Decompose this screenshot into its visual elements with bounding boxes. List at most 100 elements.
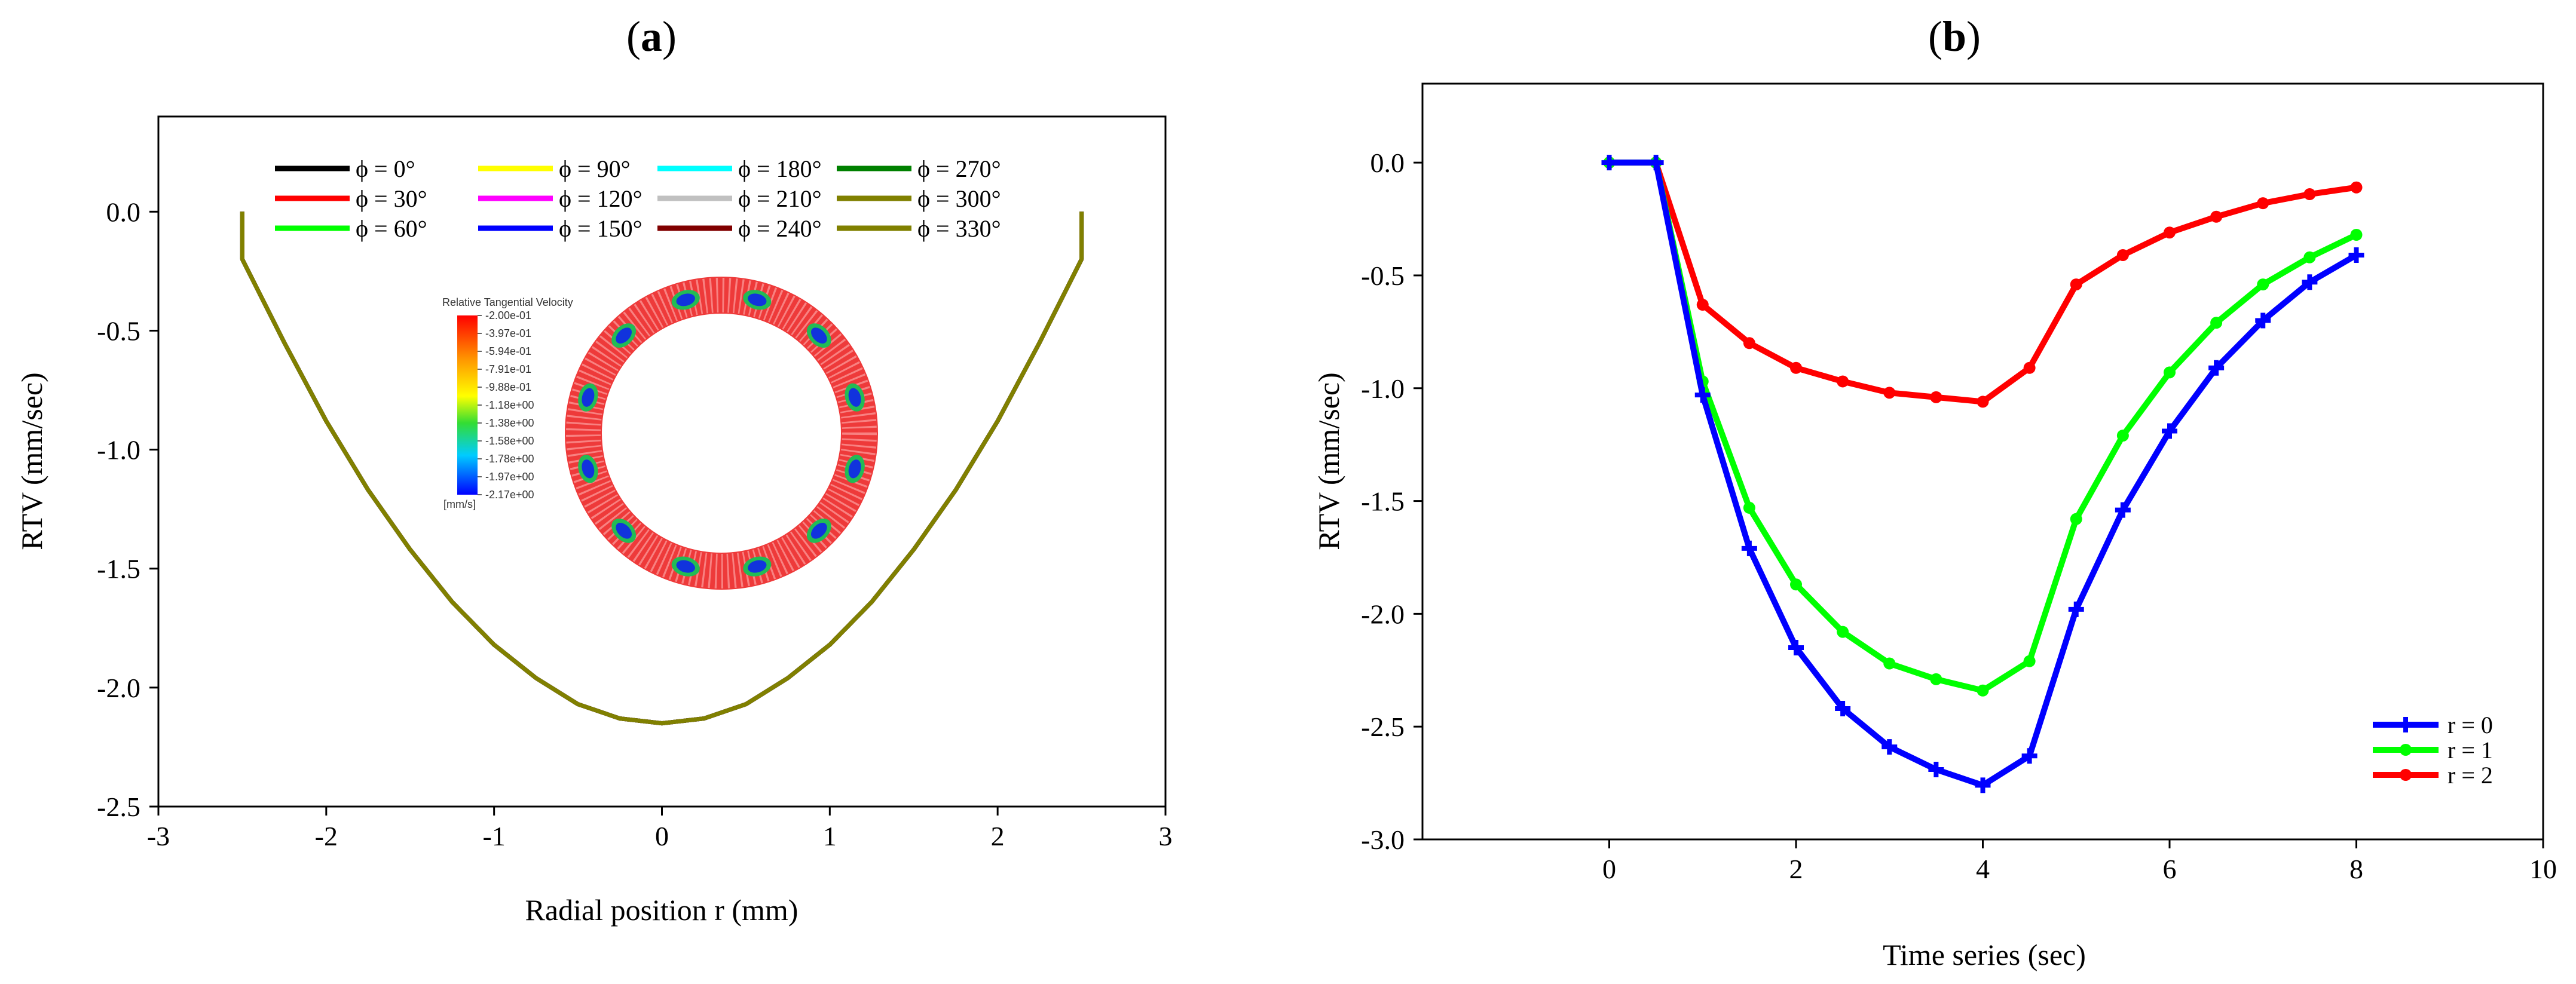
panel-b-point [1930,673,1942,685]
panel-b-point [2303,251,2316,263]
panel-b-point [1837,626,1849,638]
panel-b-point [2257,197,2269,210]
panel-b-point [2208,360,2225,376]
panel-b-series [1603,157,2363,697]
panel-b-point [2116,249,2129,261]
panel-b-point [2116,430,2129,442]
panel-a-series-line [240,211,1084,726]
panel-b-point [1741,540,1757,556]
panel-b-point [2023,655,2036,667]
panel-b-point [1835,700,1851,716]
panel-b-ytick-label: -2.5 [1361,712,1405,742]
panel-b-point [2350,229,2363,241]
panel-b-point [2210,317,2223,329]
ring-blob [616,523,632,539]
panel-b-point [2068,601,2084,617]
inset-title: Relative Tangential Velocity [442,296,573,308]
panel-a-xtick-label: 3 [1159,821,1173,851]
inset-contour-plot: Relative Tangential Velocity -2.00e-01 -3… [442,277,878,590]
panel-b-point [2257,278,2269,291]
ring-blob [848,459,861,479]
panel-a-legend-label: ϕ = 60° [356,215,427,242]
panel-b-point [2400,769,2412,781]
colorbar-tick-label: -1.97e+00 [485,471,534,483]
panel-b-point [2302,274,2318,290]
panel-b-xtick-label: 8 [2349,854,2363,884]
panel-a-legend-label: ϕ = 330° [917,215,1001,242]
panel-a-ytick-label: -1.5 [97,554,140,584]
panel-a-legend-label: ϕ = 210° [738,185,822,212]
panel-b-ytick-label: 0.0 [1370,148,1405,178]
panel-b-point [1694,387,1711,403]
colorbar-tick-label: -5.94e-01 [485,345,531,357]
panel-b-point [2162,423,2177,439]
panel-a-title: (a) [626,13,677,60]
ring-blob [582,459,595,479]
panel-b-chart: 0 2 4 6 8 10 0.0 -0.5 -1.0 -1.5 -2.0 -2.5 -3.0 Time … [1312,82,2557,971]
colorbar-tick-label: -1.58e+00 [485,435,534,447]
panel-b-point [1883,387,1896,399]
panel-a-legend-label: ϕ = 150° [559,215,643,242]
panel-b-legend-label: r = 0 [2447,712,2493,738]
panel-b-point [1881,739,1898,755]
panel-b-series-line [1609,160,2358,694]
panel-b-series-line [1609,160,2357,405]
panel-b-series [1601,155,2364,793]
panel-b-title: (b) [1928,13,1981,60]
ring-blob [748,560,767,573]
panel-b-ytick-label: -3.0 [1361,824,1405,855]
panel-a-legend-label: ϕ = 120° [559,185,643,212]
panel-b-xtick-label: 2 [1789,854,1803,884]
colorbar-tick-label: -9.88e-01 [485,381,531,393]
panel-b-legend-label: r = 2 [2447,762,2493,789]
panel-a-xtick-label: 1 [823,821,837,851]
panel-a-ytick-label: 0.0 [106,197,141,227]
panel-a-xtick-label: 2 [991,821,1005,851]
panel-a-ytick-label: -2.0 [97,673,140,703]
panel-a-legend-label: ϕ = 240° [738,215,822,242]
panel-a-ylabel: RTV (mm/sec) [15,372,48,550]
colorbar-tick-label: -1.18e+00 [485,399,534,411]
panel-b-legend: r = 0r = 1r = 2 [2373,712,2493,789]
ring-blob [616,327,632,344]
panel-b-point [2350,181,2363,194]
ring-blob [848,388,861,407]
panel-b-xtick-label: 10 [2529,854,2557,884]
colorbar-tick-label: -7.91e-01 [485,363,531,375]
ring-blob [676,560,695,573]
panel-b-point [2023,361,2036,374]
colorbar-tick-label: -2.17e+00 [485,489,534,501]
panel-b-point [1977,684,1989,697]
panel-b-xtick-label: 0 [1602,854,1616,884]
panel-b-point [2348,247,2364,263]
panel-b-point [2398,717,2413,732]
colorbar-tick-label: -1.78e+00 [485,453,534,465]
panel-b-legend-label: r = 1 [2447,737,2493,764]
panel-a-chart: -3 -2 -1 0 1 2 3 0.0 -0.5 -1.0 -1.5 -2.0 -2.5 Radial… [15,115,1173,927]
panel-a-frame [157,115,1167,808]
panel-b-point [1696,299,1709,311]
panel-a-ytick-label: -1.0 [97,435,140,465]
inset-unit: [mm/s] [443,498,476,510]
panel-b-series [1603,157,2363,408]
panel-a-legend: ϕ = 0° ϕ = 90° ϕ = 180° ϕ = 270° ϕ = 30° ϕ = … [275,155,1001,242]
panel-b-ytick-label: -1.0 [1361,373,1405,404]
panel-b-point [2303,188,2316,201]
colorbar [457,315,478,495]
panel-b-ylabel: RTV (mm/sec) [1312,372,1345,550]
colorbar-tick-label: -1.38e+00 [485,417,534,429]
panel-a-ytick-label: -0.5 [97,315,140,346]
panel-b-point [1975,777,1991,793]
panel-b-point [1790,578,1802,591]
panel-b-point [2070,278,2082,291]
panel-b-point [2164,366,2176,379]
panel-b-point [2070,513,2082,525]
panel-a-xtick-label: -1 [483,821,506,851]
panel-a-xtick-label: -3 [147,821,170,851]
panel-a-legend-label: ϕ = 270° [917,155,1001,182]
ring-blob [676,293,695,306]
panel-b-ytick-label: -2.0 [1361,599,1405,629]
ring-blob [582,388,595,407]
panel-a-legend-label: ϕ = 30° [356,185,427,212]
panel-b-point [1743,337,1755,350]
